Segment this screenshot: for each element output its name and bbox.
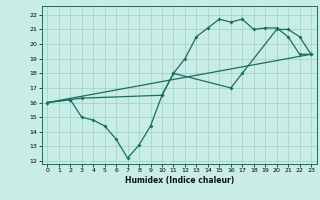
X-axis label: Humidex (Indice chaleur): Humidex (Indice chaleur) — [124, 176, 234, 185]
